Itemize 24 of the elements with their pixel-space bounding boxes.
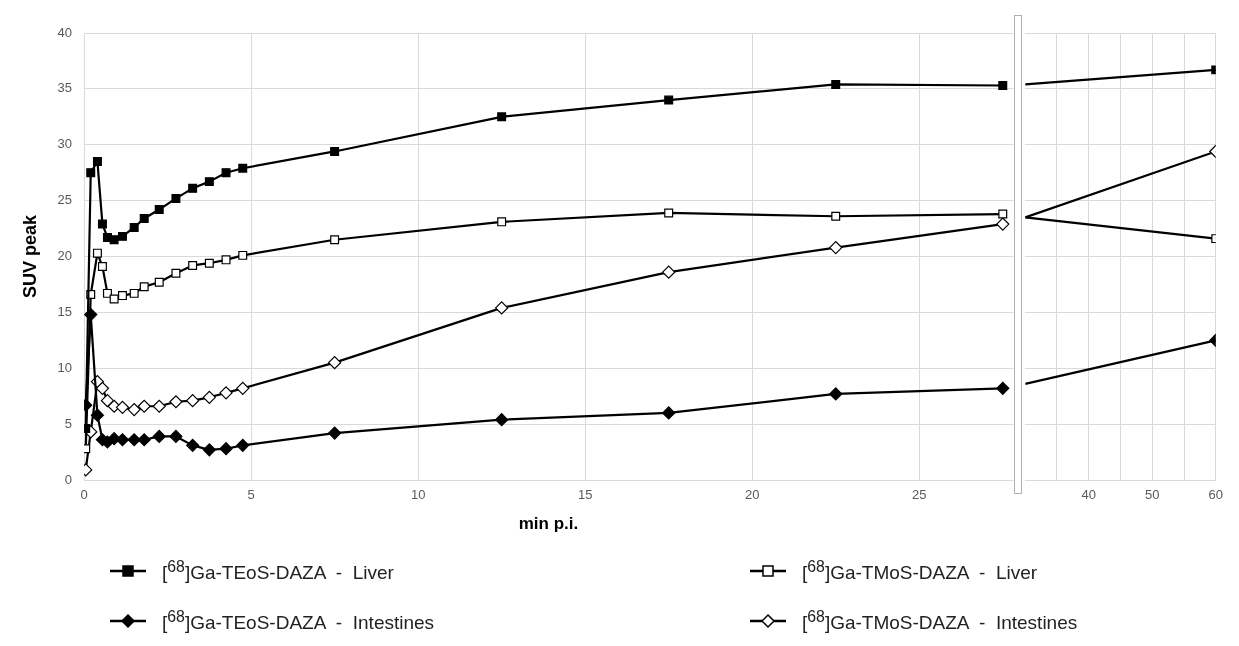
x-tick-label: 60 [1208, 487, 1223, 503]
x-tick-label: 25 [912, 487, 927, 503]
x-axis-title: min p.i. [518, 514, 579, 534]
x-tick-label: 20 [744, 487, 760, 503]
x-tick-label: 40 [1081, 487, 1096, 503]
y-tick-label: 10 [57, 359, 73, 375]
x-tick-label: 5 [247, 487, 255, 503]
legend-label: [$^{68}$]Ga-TEoS-DAZA - Liver [162, 557, 394, 585]
y-tick-label: 40 [57, 24, 73, 40]
y-axis-title: SUV peak [19, 214, 40, 299]
x-tick-label: 0 [80, 487, 88, 503]
x-tick-label: 15 [577, 487, 593, 503]
legend-label: [$^{68}$]Ga-TMoS-DAZA - Intestines [802, 607, 1078, 635]
y-tick-label: 25 [57, 192, 73, 208]
legend-label: [$^{68}$]Ga-TEoS-DAZA - Intestines [162, 607, 435, 635]
y-tick-label: 30 [57, 136, 73, 152]
y-tick-label: 5 [64, 415, 73, 431]
y-tick-label: 0 [64, 471, 73, 487]
y-tick-label: 20 [57, 248, 73, 264]
y-tick-label: 15 [57, 303, 73, 319]
x-tick-label: 10 [410, 487, 426, 503]
legend-label: [$^{68}$]Ga-TMoS-DAZA - Liver [802, 557, 1038, 585]
y-tick-label: 35 [57, 80, 73, 96]
x-tick-label: 50 [1145, 487, 1160, 503]
